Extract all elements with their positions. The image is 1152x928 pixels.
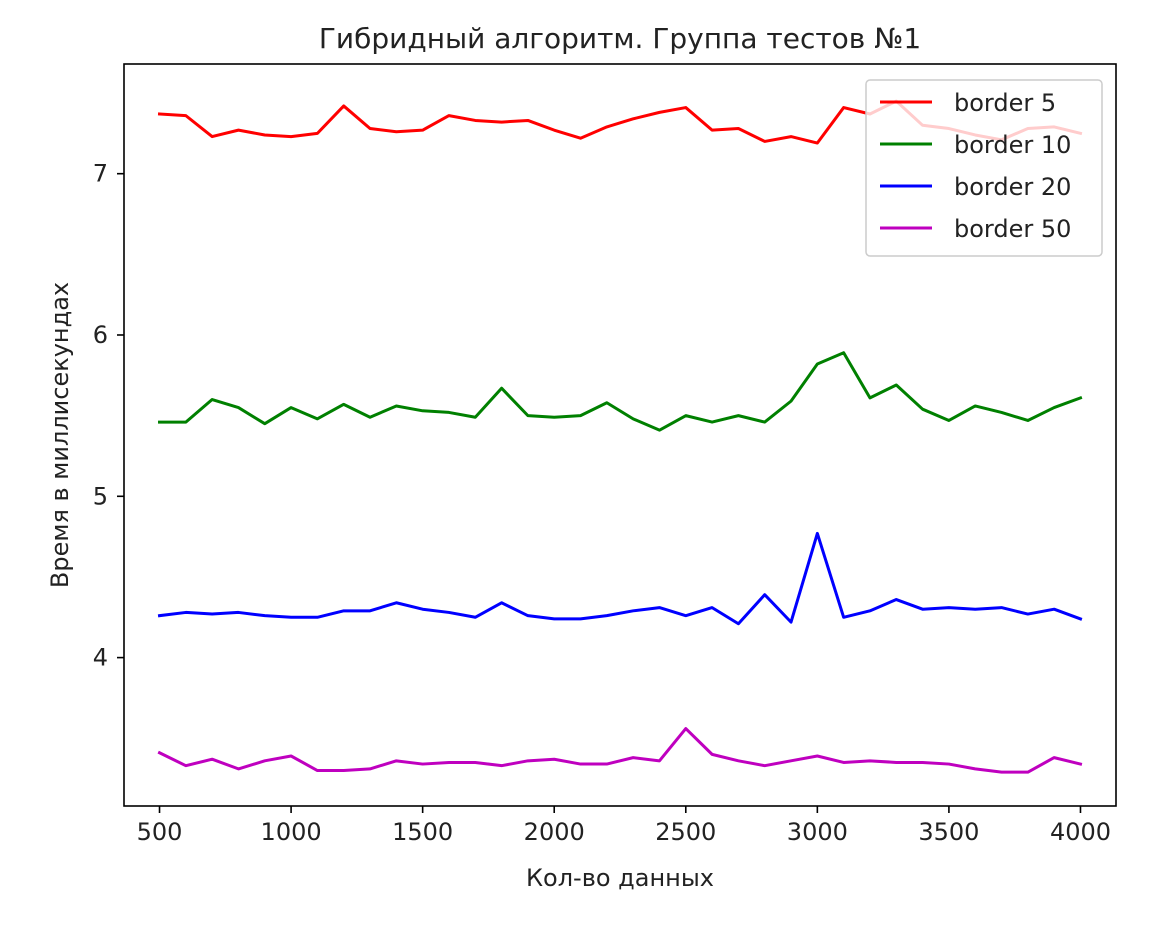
legend-box <box>865 79 1103 257</box>
y-tick-label: 4 <box>93 644 108 672</box>
y-tick-label: 7 <box>93 160 108 188</box>
chart-title: Гибридный алгоритм. Группа тестов №1 <box>319 22 921 55</box>
x-tick-label: 500 <box>137 818 183 846</box>
x-tick-label: 3000 <box>787 818 848 846</box>
axes-layer: 500 1000 1500 2000 2500 3000 3500 4000 4 5 6 7 <box>93 63 1117 846</box>
x-tick-label: 4000 <box>1050 818 1111 846</box>
legend-label: border 5 <box>954 89 1056 117</box>
series-line-border-20 <box>157 531 1083 626</box>
legend-label: border 20 <box>954 173 1071 201</box>
x-tick-label: 2500 <box>655 818 716 846</box>
x-tick-label: 2000 <box>524 818 585 846</box>
legend-label: border 10 <box>954 131 1071 159</box>
x-tick-label: 1500 <box>392 818 453 846</box>
x-axis-label: Кол-во данных <box>526 864 714 892</box>
legend: border 5 border 10 border 20 border 50 <box>865 79 1103 257</box>
legend-label: border 50 <box>954 215 1071 243</box>
series-line-border-10 <box>158 351 1083 432</box>
y-tick-label: 5 <box>93 482 108 510</box>
x-tick-label: 1000 <box>261 818 322 846</box>
y-tick-label: 6 <box>93 321 108 349</box>
y-axis-label: Время в миллисекундах <box>46 282 74 588</box>
series-line-border-50 <box>157 727 1083 774</box>
axes-frame <box>123 63 1117 807</box>
x-tick-label: 3500 <box>918 818 979 846</box>
